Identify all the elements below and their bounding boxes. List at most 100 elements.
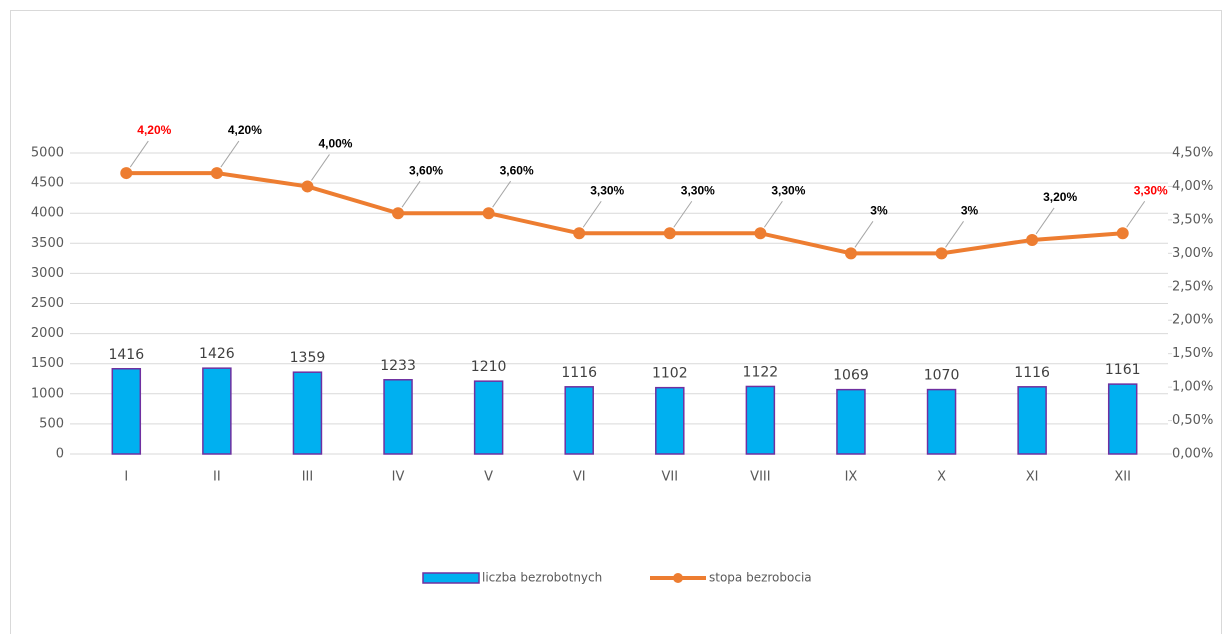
leader-line — [492, 180, 512, 208]
x-tick-label: V — [484, 470, 493, 485]
y-tick-label: 0 — [56, 447, 64, 462]
bar — [202, 367, 232, 455]
bar-value-label: 1122 — [743, 364, 779, 380]
y-tick-label: 1000 — [31, 386, 64, 401]
leader-line — [1035, 207, 1055, 235]
x-tick-label: VIII — [750, 470, 770, 485]
line-value-label: 4,20% — [137, 123, 171, 137]
bar-value-label: 1102 — [652, 366, 688, 382]
bar — [1017, 386, 1047, 455]
y2-tick-label: 3,00% — [1172, 246, 1213, 261]
x-tick-label: IX — [845, 470, 858, 485]
line-value-label: 4,20% — [228, 123, 262, 137]
bar — [926, 388, 957, 455]
bar — [745, 385, 776, 455]
line-marker — [1026, 233, 1039, 246]
x-tick-label: VI — [573, 470, 586, 485]
line-value-label: 3,30% — [1134, 183, 1168, 197]
line-marker — [573, 227, 586, 240]
legend-label: stopa bezrobocia — [709, 571, 812, 585]
leader-line — [1126, 200, 1146, 228]
line-marker — [1116, 227, 1129, 240]
line-value-label: 3,20% — [1043, 190, 1077, 204]
bar — [383, 379, 413, 455]
legend-swatch — [422, 572, 480, 584]
chart-frame — [10, 10, 1222, 634]
bar — [655, 386, 685, 455]
bar-value-label: 1210 — [471, 359, 507, 375]
bar — [292, 371, 323, 455]
bar — [836, 388, 866, 455]
y2-tick-label: 1,00% — [1172, 380, 1213, 395]
bar — [1107, 383, 1138, 455]
y2-tick-label: 4,50% — [1172, 146, 1213, 161]
bar — [564, 386, 594, 455]
y2-tick-label: 3,50% — [1172, 212, 1213, 227]
line-value-label: 3,30% — [771, 183, 805, 197]
bar-value-label: 1233 — [380, 358, 416, 374]
x-tick-label: XII — [1114, 470, 1131, 485]
y-tick-label: 5000 — [31, 146, 64, 161]
leader-line — [129, 140, 149, 168]
x-tick-label: X — [937, 470, 946, 485]
leader-line — [763, 200, 783, 228]
line-marker — [754, 227, 767, 240]
y2-tick-label: 0,00% — [1172, 447, 1213, 462]
leader-line — [311, 154, 330, 181]
bar — [111, 368, 142, 455]
line-value-label: 3% — [961, 204, 979, 218]
x-tick-label: IV — [392, 470, 405, 485]
line-value-label: 4,00% — [318, 137, 352, 151]
line-marker — [844, 247, 857, 260]
bar-value-label: 1070 — [924, 368, 960, 384]
leader-line — [854, 221, 874, 248]
bar-value-label: 1359 — [290, 350, 326, 366]
legend-marker — [673, 573, 683, 583]
bar-value-label: 1116 — [561, 365, 597, 381]
x-tick-label: VII — [662, 470, 679, 485]
line-marker — [663, 227, 676, 240]
leader-line — [220, 140, 240, 168]
y-tick-label: 2000 — [31, 326, 64, 341]
x-tick-label: XI — [1026, 470, 1039, 485]
line-marker — [392, 207, 405, 220]
y-tick-label: 2500 — [31, 296, 64, 311]
y2-tick-label: 0,50% — [1172, 413, 1213, 428]
y-tick-label: 500 — [39, 416, 64, 431]
line-marker — [120, 167, 133, 180]
bar-value-label: 1069 — [833, 368, 869, 384]
y2-tick-label: 4,00% — [1172, 179, 1213, 194]
leader-line — [673, 200, 693, 228]
y2-tick-label: 2,50% — [1172, 279, 1213, 294]
leader-line — [582, 200, 602, 228]
line-marker — [301, 180, 314, 193]
leader-line — [945, 221, 964, 248]
bar — [473, 380, 504, 455]
line-value-label: 3,30% — [681, 183, 715, 197]
line-value-label: 3,30% — [590, 183, 624, 197]
line-value-label: 3,60% — [500, 163, 534, 177]
y-tick-label: 4000 — [31, 206, 64, 221]
x-tick-label: III — [302, 470, 314, 485]
y-tick-label: 3000 — [31, 266, 64, 281]
y2-tick-label: 2,00% — [1172, 313, 1213, 328]
leader-line — [401, 180, 421, 208]
line-value-label: 3% — [870, 204, 888, 218]
bar-value-label: 1116 — [1014, 365, 1050, 381]
x-tick-label: I — [124, 470, 128, 485]
line-marker — [482, 207, 495, 220]
legend-label: liczba bezrobotnych — [482, 571, 602, 585]
x-tick-label: II — [213, 470, 221, 485]
line — [126, 171, 1123, 256]
line-marker — [935, 247, 948, 260]
bar-value-label: 1426 — [199, 346, 235, 362]
y-tick-label: 3500 — [31, 236, 64, 251]
y-tick-label: 4500 — [31, 176, 64, 191]
line-value-label: 3,60% — [409, 163, 443, 177]
bar-value-label: 1161 — [1105, 362, 1141, 378]
line-marker — [210, 167, 223, 180]
bar-value-label: 1416 — [108, 347, 144, 363]
y-tick-label: 1500 — [31, 356, 64, 371]
y2-tick-label: 1,50% — [1172, 346, 1213, 361]
